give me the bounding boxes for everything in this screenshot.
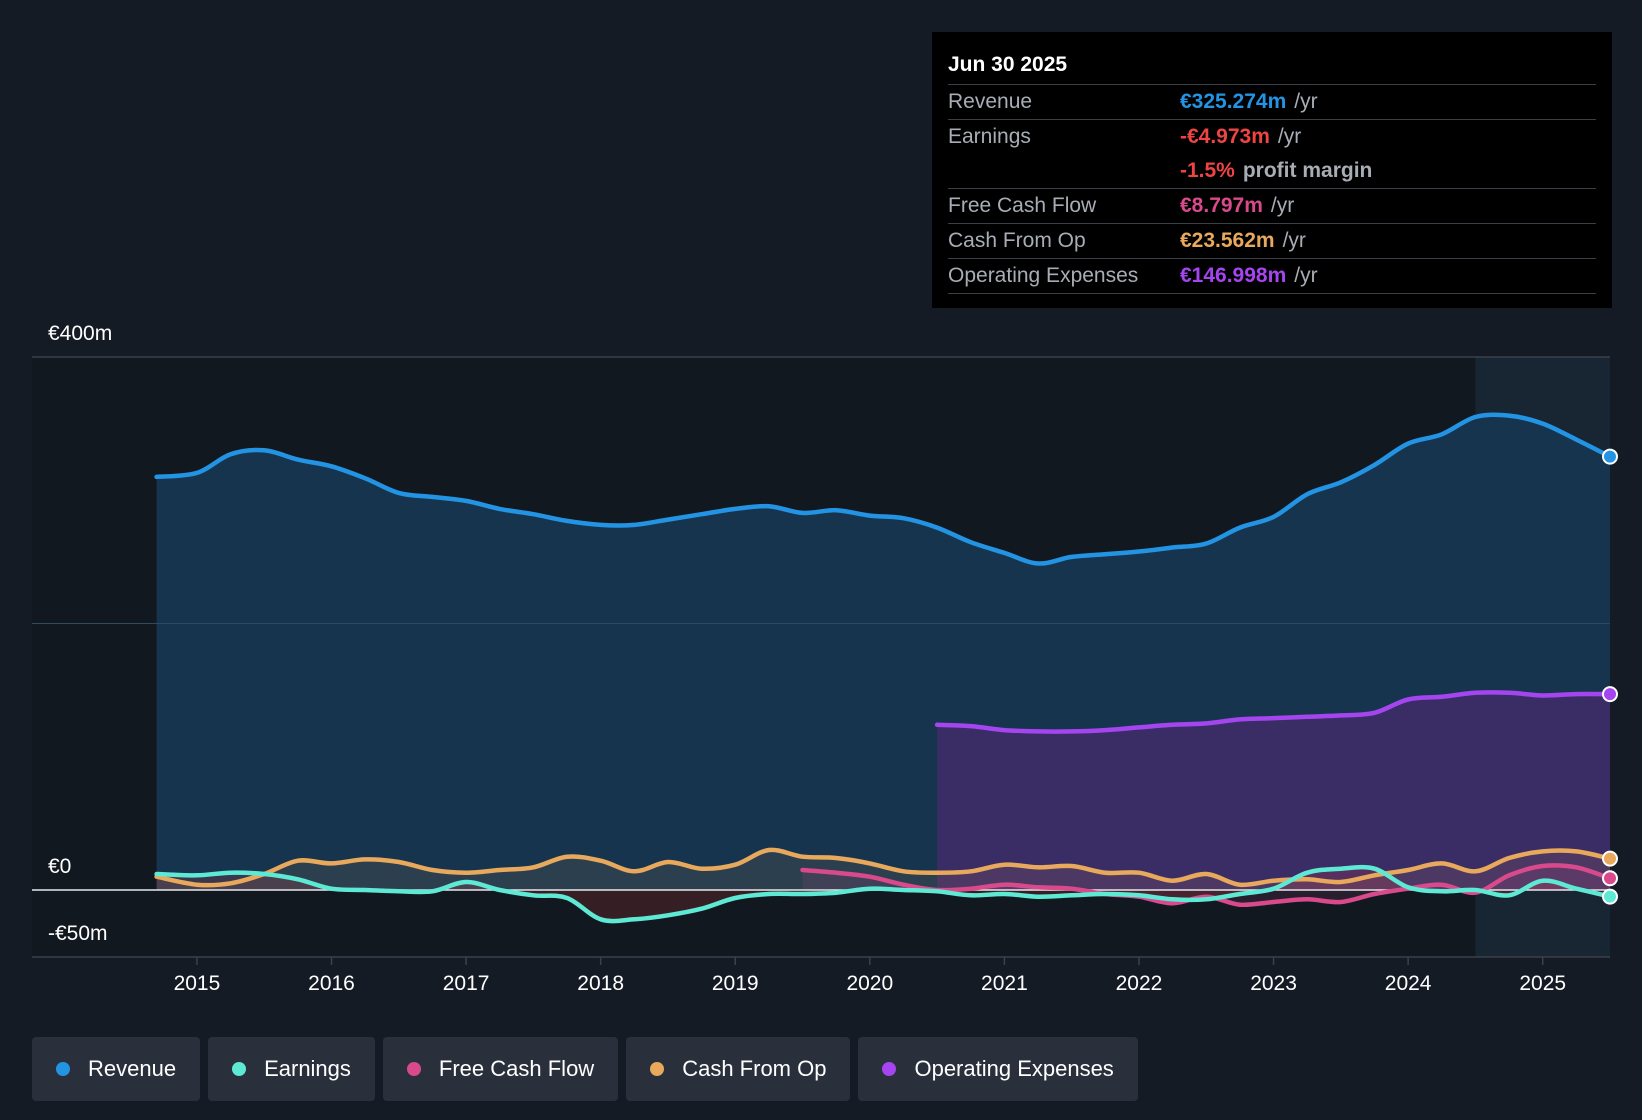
tooltip-value: -1.5% xyxy=(1180,159,1235,182)
tooltip-value: €23.562m xyxy=(1180,229,1275,252)
cash-from-op-end-marker xyxy=(1602,850,1618,867)
x-tick-label: 2018 xyxy=(577,972,624,995)
tooltip-value: €325.274m xyxy=(1180,90,1287,113)
tooltip-label: Revenue xyxy=(948,90,1033,113)
legend-dot-icon xyxy=(406,1062,421,1076)
x-tick-label: 2016 xyxy=(308,972,355,995)
legend-dot-icon xyxy=(56,1062,70,1076)
x-tick-label: 2021 xyxy=(981,972,1028,995)
revenue-end-marker xyxy=(1602,448,1618,465)
cash-from-op-area xyxy=(156,849,1611,890)
legend-label: Earnings xyxy=(264,1056,351,1081)
operating-expenses-line xyxy=(934,690,1613,734)
legend-label: Operating Expenses xyxy=(914,1056,1114,1081)
tooltip-label: Earnings xyxy=(948,125,1031,148)
legend-item-earnings[interactable]: Earnings xyxy=(208,1037,375,1101)
tooltip-label: Operating Expenses xyxy=(948,264,1139,287)
x-tick-label: 2015 xyxy=(174,972,221,995)
legend-dot-icon xyxy=(650,1062,665,1076)
tooltip-row-earnings: Earnings -€4.973m /yr xyxy=(948,119,1596,154)
legend-item-cash-from-op[interactable]: Cash From Op xyxy=(626,1037,851,1101)
tooltip-unit: /yr xyxy=(1277,125,1302,148)
tooltip-unit: /yr xyxy=(1282,229,1306,252)
free-cash-flow-end-marker xyxy=(1602,870,1618,887)
y-label-bottom: -€50m xyxy=(48,922,108,945)
tooltip-date: Jun 30 2025 xyxy=(948,53,1068,76)
tooltip-value: €146.998m xyxy=(1180,264,1287,287)
revenue-line xyxy=(154,412,1613,566)
x-tick-label: 2023 xyxy=(1250,972,1297,995)
operating-expenses-end-marker xyxy=(1602,686,1618,703)
operating-expenses-area xyxy=(937,692,1610,890)
x-tick-label: 2024 xyxy=(1385,972,1432,995)
tooltip-row-free-cash-flow: Free Cash Flow €8.797m /yr xyxy=(948,188,1596,223)
earnings-line xyxy=(154,864,1613,924)
legend-label: Cash From Op xyxy=(682,1056,827,1081)
tooltip-row-operating-expenses: Operating Expenses €146.998m /yr xyxy=(948,258,1596,294)
tooltip-label: Cash From Op xyxy=(948,229,1086,252)
x-tick-label: 2025 xyxy=(1519,972,1566,995)
legend-item-operating-expenses[interactable]: Operating Expenses xyxy=(858,1037,1138,1101)
cash-from-op-line xyxy=(154,847,1613,888)
earnings-end-marker xyxy=(1602,888,1618,905)
tooltip-value: -€4.973m xyxy=(1180,125,1270,148)
legend-item-free-cash-flow[interactable]: Free Cash Flow xyxy=(382,1037,619,1101)
tooltip-row-cash-from-op: Cash From Op €23.562m /yr xyxy=(948,223,1596,258)
y-label-top: €400m xyxy=(48,322,112,345)
x-tick-label: 2020 xyxy=(846,972,893,995)
tooltip-unit: /yr xyxy=(1294,90,1318,113)
tooltip-row-revenue: Revenue €325.274m /yr xyxy=(948,84,1596,119)
tooltip-unit: /yr xyxy=(1270,194,1295,217)
legend: Revenue Earnings Free Cash Flow Cash Fro… xyxy=(32,1037,1138,1101)
tooltip: Jun 30 2025 Revenue €325.274m /yr Earnin… xyxy=(932,32,1612,308)
x-tick-label: 2022 xyxy=(1116,972,1163,995)
legend-label: Free Cash Flow xyxy=(438,1056,595,1081)
legend-dot-icon xyxy=(882,1062,897,1076)
legend-item-revenue[interactable]: Revenue xyxy=(32,1037,201,1101)
y-label-zero: €0 xyxy=(48,855,71,878)
x-tick-label: 2017 xyxy=(443,972,490,995)
tooltip-unit: /yr xyxy=(1294,264,1318,287)
tooltip-value: €8.797m xyxy=(1180,194,1263,217)
legend-label: Revenue xyxy=(88,1056,177,1081)
x-tick-label: 2019 xyxy=(712,972,759,995)
tooltip-row-profit-margin: -1.5% profit margin xyxy=(948,154,1596,188)
legend-dot-icon xyxy=(232,1062,247,1076)
tooltip-unit: profit margin xyxy=(1242,159,1373,182)
tooltip-label: Free Cash Flow xyxy=(948,194,1097,217)
